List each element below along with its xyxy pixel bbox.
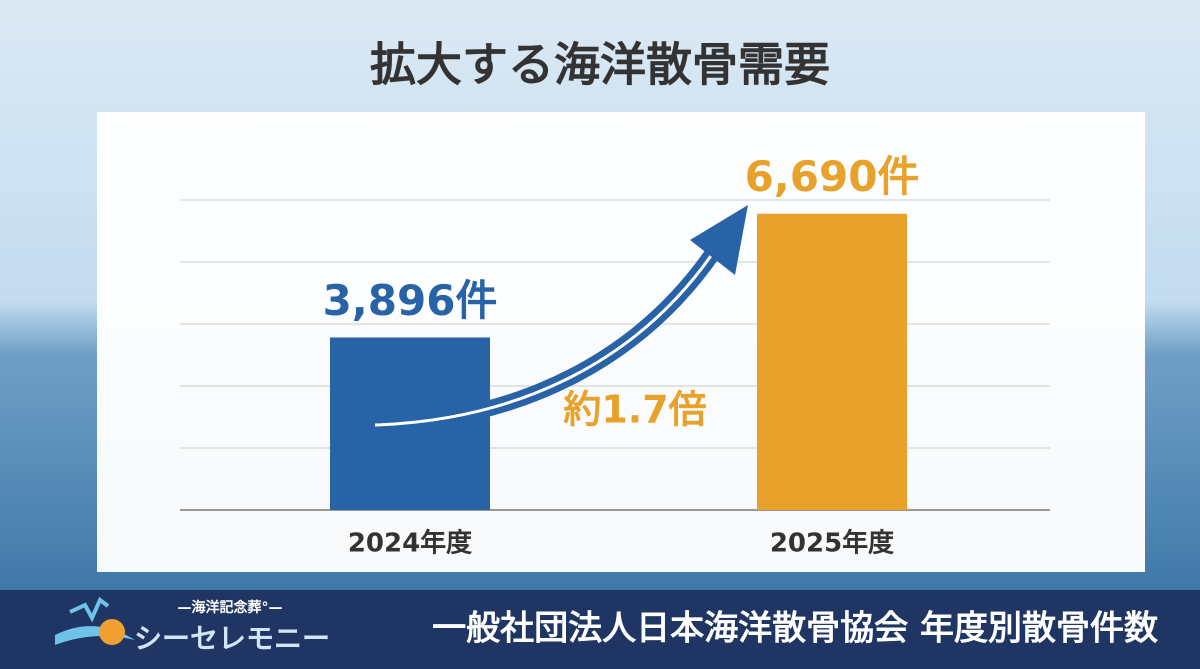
annotation: 約1.7倍	[563, 388, 706, 432]
value-label: 3,896件	[323, 276, 498, 325]
logo-name: シーセレモニー	[134, 622, 330, 655]
chart-title: 拡大する海洋散骨需要	[370, 38, 830, 92]
growth-arrow-highlight	[374, 249, 717, 427]
logo-sun	[99, 619, 125, 645]
x-tick-label: 2025年度	[770, 528, 894, 559]
x-tick-label: 2024年度	[348, 528, 472, 559]
bar	[757, 213, 907, 510]
logo-bird	[69, 596, 110, 623]
value-label: 6,690件	[745, 152, 920, 201]
source-text: 一般社団法人日本海洋散骨協会 年度別散骨件数	[432, 609, 1158, 649]
logo-subtitle: —海洋記念葬°—	[178, 599, 283, 616]
arrow-head	[690, 205, 748, 275]
footer-bar	[0, 590, 1200, 669]
